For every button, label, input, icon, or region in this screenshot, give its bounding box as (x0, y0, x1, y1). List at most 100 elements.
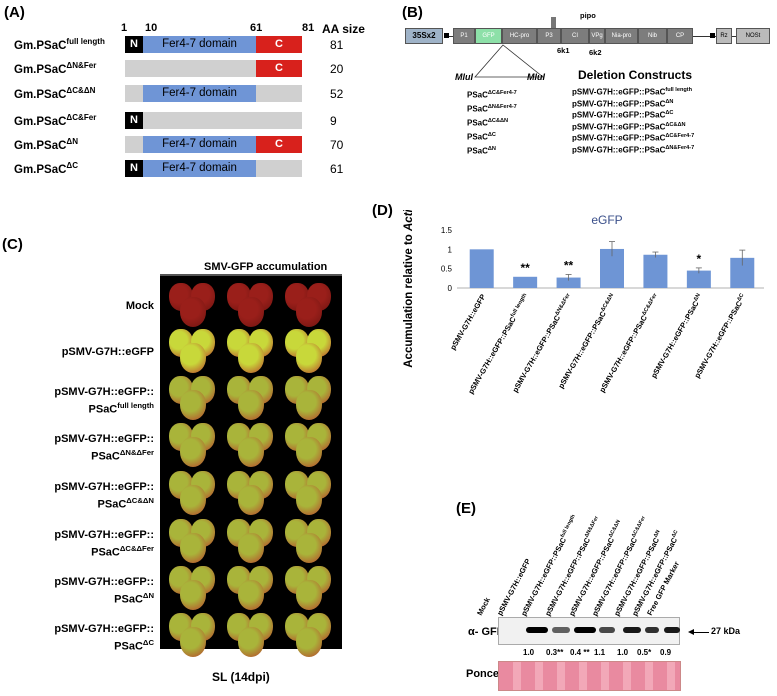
aa-size-header: AA size (322, 22, 365, 36)
leaflet (180, 343, 206, 373)
bar (643, 254, 668, 288)
construct-label: pSMV-G7H::eGFP::PSaCΔN&Fer4-7 (572, 144, 695, 155)
leaflet (296, 485, 322, 515)
quant-value: 1.1 (594, 648, 606, 657)
aa-size-value: 20 (330, 62, 344, 76)
leaflet (238, 580, 264, 610)
panel-c-label: (C) (2, 236, 23, 253)
leaf-row (165, 609, 337, 657)
quant-value: 0.4 ** (570, 648, 590, 657)
leaflet (296, 533, 322, 563)
domain-segment-fer: Fer4-7 domain (143, 136, 256, 153)
plant-row-label: pSMV-G7H::eGFP:: PSaCfull length (54, 386, 154, 416)
construct-label: pSMV-G7H::eGFP::PSaCΔC&ΔN (572, 121, 686, 132)
pos-10: 10 (145, 22, 158, 34)
gene-box: Nib (638, 28, 667, 44)
marker-arrow-head (688, 629, 694, 635)
gene-box: P3 (537, 28, 561, 44)
aa-size-value: 9 (330, 114, 337, 128)
domain-segment-fer: Fer4-7 domain (143, 85, 256, 102)
leaflet (180, 437, 206, 467)
plant-row-label: pSMV-G7H::eGFP:: PSaCΔC&ΔFer (54, 529, 154, 559)
y-tick-label: 1.5 (441, 226, 453, 235)
gfp-band (599, 627, 615, 633)
leaflet (238, 343, 264, 373)
leaf-row (165, 419, 337, 467)
bar (513, 276, 538, 288)
construct-label: pSMV-G7H::eGFP::PSaCfull length (572, 87, 693, 97)
domain-segment-gray (125, 85, 143, 102)
bar (686, 270, 711, 288)
k2-label: 6k2 (589, 48, 602, 57)
domain-row-label: Gm.PSaCfull length (14, 37, 105, 52)
leaflet (180, 627, 206, 657)
domain-segment-n: N (125, 112, 143, 129)
mlul-left: MluI (455, 72, 473, 82)
gene-box: Nia-pro (605, 28, 638, 44)
leaflet (238, 437, 264, 467)
mlul-right: MluI (527, 72, 545, 82)
gene-box: HC-pro (502, 28, 537, 44)
insert-label: PSaCΔC&ΔN (467, 118, 509, 128)
domain-row-label: Gm.PSaCΔC&ΔN (14, 86, 96, 101)
insert-label: PSaCΔC (467, 132, 496, 142)
leaflet (180, 533, 206, 563)
insert-label: PSaCΔN&Fer4-7 (467, 104, 517, 114)
promoter-box: 35Sx2 (405, 28, 443, 44)
gene-box: P1 (453, 28, 475, 44)
leaflet (238, 627, 264, 657)
gfp-band (526, 627, 548, 633)
domain-row-label: Gm.PSaCΔC&Fer (14, 113, 97, 128)
deletion-title: Deletion Constructs (578, 68, 693, 82)
leaf-row (165, 467, 337, 515)
plant-row-label: pSMV-G7H::eGFP:: PSaCΔN&ΔFer (54, 433, 154, 463)
leaflet (180, 580, 206, 610)
leaflet (238, 297, 264, 327)
domain-segment-gray (256, 85, 302, 102)
aa-size-value: 61 (330, 162, 344, 176)
x-category-label: pSMV-G7H::eGFP (448, 293, 487, 352)
pipo-marker (551, 17, 556, 28)
domain-segment-n: N (125, 160, 143, 177)
domain-segment-gray (125, 60, 256, 77)
junction-mark (444, 33, 449, 38)
gfp-band (574, 627, 596, 633)
y-axis-label: Accumulation relative to Actin (403, 210, 415, 368)
leaflet (180, 485, 206, 515)
plant-row-label: pSMV-G7H::eGFP:: PSaCΔC (54, 623, 154, 653)
domain-row-label: Gm.PSaCΔN (14, 137, 79, 152)
domain-row-label: Gm.PSaCΔN&Fer (14, 61, 97, 76)
quant-value: 0.3** (546, 648, 564, 657)
construct-label: pSMV-G7H::eGFP::PSaCΔN (572, 98, 674, 109)
insertion-triangle-shape (474, 44, 545, 78)
gene-box: VPg (589, 28, 605, 44)
panel-e-label: (E) (456, 500, 476, 517)
insert-label: PSaCΔN (467, 146, 496, 156)
domain-segment-gray (143, 112, 302, 129)
plant-row-label: pSMV-G7H::eGFP:: PSaCΔN (54, 576, 154, 606)
insertion-triangle (474, 44, 545, 78)
leaf-row (165, 562, 337, 610)
leaflet (238, 485, 264, 515)
marker-label: 27 kDa (711, 626, 741, 636)
quant-value: 0.5* (637, 648, 652, 657)
domain-segment-c: C (256, 136, 302, 153)
panel-b-label: (B) (402, 4, 423, 21)
y-tick-label: 0.5 (441, 265, 453, 274)
k1-label: 6k1 (557, 46, 570, 55)
aa-size-value: 70 (330, 138, 344, 152)
aa-size-value: 81 (330, 38, 344, 52)
leaflet (296, 627, 322, 657)
gene-box: CP (667, 28, 693, 44)
gfp-band (645, 627, 659, 633)
x-category-label: pSMV-G7H::eGFP::PSaCΔN (649, 292, 705, 379)
panel-a-label: (A) (4, 4, 25, 21)
lane-label: Mock (475, 595, 493, 617)
plant-row-label: pSMV-G7H::eGFP:: PSaCΔC&ΔN (54, 481, 154, 511)
leaflet (238, 533, 264, 563)
pos-81: 81 (302, 22, 315, 34)
leaflet (238, 390, 264, 420)
domain-segment-fer: Fer4-7 domain (143, 160, 256, 177)
gene-box: CI (561, 28, 589, 44)
domain-segment-gray (256, 160, 302, 177)
